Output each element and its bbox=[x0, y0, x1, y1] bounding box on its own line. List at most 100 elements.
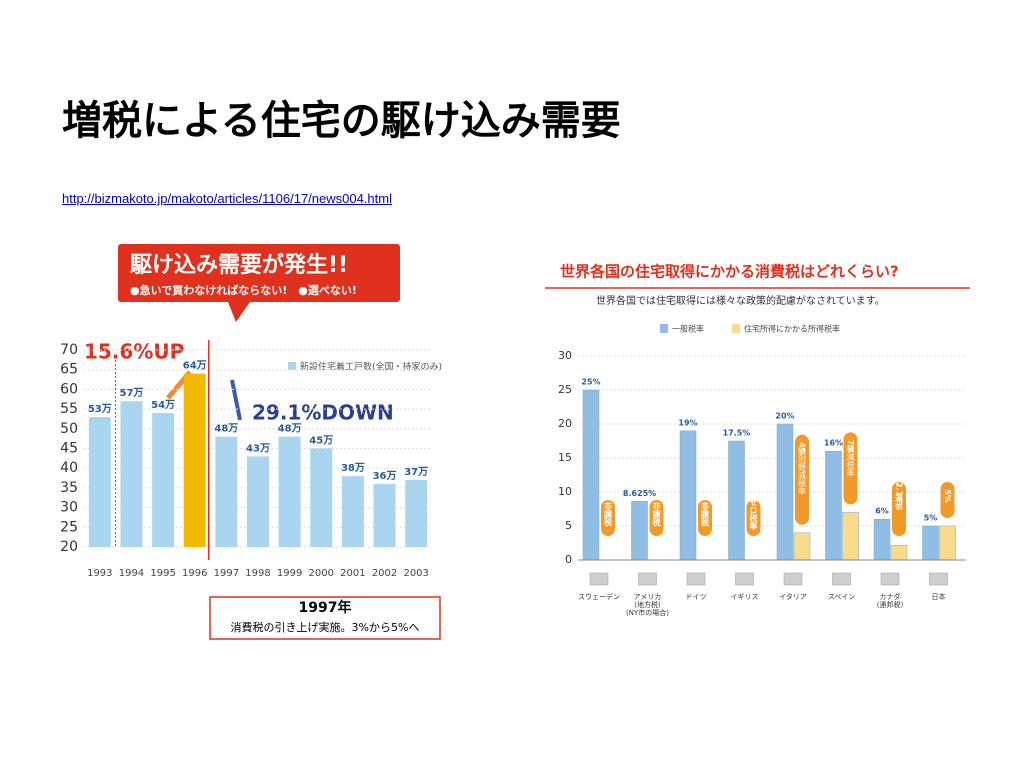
tag-label: 還付 bbox=[895, 493, 904, 511]
y-tick-label: 60 bbox=[60, 381, 78, 397]
bar bbox=[922, 525, 939, 561]
tag-label: 特別軽減税率 bbox=[798, 446, 807, 496]
flag bbox=[929, 572, 948, 586]
callout-pointer bbox=[228, 302, 250, 322]
y-tick-label: 30 bbox=[558, 349, 572, 362]
bar bbox=[341, 476, 364, 547]
chart-subtitle: ●急いで買わなければならない! ●選べない! bbox=[130, 283, 357, 297]
x-tick-label: 2002 bbox=[372, 568, 397, 579]
value-label: 37万 bbox=[404, 466, 428, 478]
flag bbox=[735, 572, 754, 586]
x-tick-label: 1997 bbox=[214, 568, 239, 579]
value-label: 54万 bbox=[151, 399, 175, 411]
value-label: 6% bbox=[875, 507, 889, 516]
value-label: 19% bbox=[678, 418, 697, 427]
bar bbox=[842, 512, 859, 561]
value-label: 16% bbox=[824, 439, 843, 448]
flag bbox=[832, 572, 851, 586]
bar bbox=[631, 501, 648, 561]
bar bbox=[939, 525, 956, 561]
annotation: 15.6%UP bbox=[84, 340, 184, 364]
bar bbox=[405, 480, 428, 547]
value-label: 43万 bbox=[246, 442, 270, 454]
legend-label: 住宅所得にかかる所得税率 bbox=[744, 324, 840, 334]
bar bbox=[825, 450, 842, 561]
value-label: 20% bbox=[775, 412, 794, 421]
y-tick-label: 25 bbox=[558, 383, 572, 396]
value-label: 2.16% bbox=[895, 482, 904, 510]
y-tick-label: 15 bbox=[558, 451, 572, 464]
y-tick-label: 45 bbox=[60, 441, 78, 457]
x-tick-label: 1995 bbox=[150, 568, 175, 579]
y-tick-label: 5 bbox=[565, 519, 572, 532]
y-tick-label: 55 bbox=[60, 401, 78, 417]
value-label: 7% bbox=[846, 440, 855, 454]
tag bbox=[843, 432, 858, 505]
value-label: 57万 bbox=[119, 387, 143, 399]
tag bbox=[601, 500, 615, 536]
value-label: 53万 bbox=[88, 403, 112, 415]
slide-title: 増税による住宅の駆け込み需要 bbox=[62, 98, 621, 144]
value-label: 5% bbox=[924, 514, 938, 523]
tag bbox=[746, 500, 761, 536]
legend-swatch bbox=[660, 324, 668, 333]
chart-title: 駆け込み需要が発生!! bbox=[130, 252, 348, 278]
y-tick-label: 20 bbox=[60, 539, 78, 555]
x-tick-label: 1999 bbox=[277, 568, 302, 579]
legend-label: 新設住宅着工戸数(全国・持家のみ) bbox=[300, 361, 442, 373]
y-tick-label: 65 bbox=[60, 362, 78, 378]
y-tick-label: 20 bbox=[558, 417, 572, 430]
value-label: 25% bbox=[581, 378, 600, 387]
bar bbox=[793, 532, 811, 561]
bar bbox=[728, 440, 745, 561]
bar bbox=[873, 518, 891, 561]
x-tick-label: 1994 bbox=[119, 568, 144, 579]
x-tick-label: イギリス bbox=[731, 593, 759, 601]
callout-box bbox=[118, 244, 400, 302]
x-tick-label: 日本 bbox=[932, 592, 946, 601]
value-label: 5% bbox=[943, 489, 952, 503]
value-label: 36万 bbox=[373, 470, 397, 482]
y-tick-label: 35 bbox=[60, 480, 78, 496]
tag bbox=[649, 500, 664, 536]
bar bbox=[776, 423, 794, 561]
value-label: 4% bbox=[798, 442, 807, 456]
tag-label: 軽減税率 bbox=[846, 444, 855, 477]
x-tick-label: カナダ(連邦税) bbox=[877, 592, 904, 609]
value-label: ゼロ税率 bbox=[749, 497, 758, 531]
x-tick-label: アメリカ(地方税) (NY市の場合) bbox=[626, 593, 669, 617]
x-tick-label: 1998 bbox=[245, 568, 270, 579]
bar bbox=[582, 389, 600, 561]
bar bbox=[310, 448, 333, 547]
y-tick-label: 70 bbox=[60, 342, 78, 358]
flag bbox=[686, 572, 706, 586]
chart-title: 世界各国の住宅取得にかかる消費税はどれくらい? bbox=[560, 263, 899, 281]
tag bbox=[892, 482, 906, 536]
value-label: 非課税 bbox=[603, 501, 613, 527]
source-link[interactable]: http://bizmakoto.jp/makoto/articles/1106… bbox=[62, 191, 392, 206]
value-label: 17.5% bbox=[723, 429, 751, 438]
x-tick-label: スウェーデン bbox=[578, 592, 620, 601]
x-tick-label: 2000 bbox=[309, 568, 334, 579]
chart-subtitle: 世界各国では住宅取得には様々な政策的配慮がなされています。 bbox=[596, 294, 885, 307]
bar bbox=[215, 436, 238, 547]
y-tick-label: 10 bbox=[558, 485, 572, 498]
bar bbox=[679, 430, 697, 561]
bar bbox=[890, 545, 908, 561]
x-tick-label: 2003 bbox=[403, 568, 428, 579]
x-tick-label: ドイツ bbox=[686, 593, 707, 601]
legend-swatch bbox=[732, 324, 740, 333]
tag bbox=[940, 482, 955, 518]
y-tick-label: 40 bbox=[60, 460, 78, 476]
x-tick-label: 1996 bbox=[182, 568, 207, 579]
flag bbox=[589, 572, 609, 586]
y-tick-label: 50 bbox=[60, 421, 78, 437]
bar bbox=[278, 436, 301, 547]
flag bbox=[638, 572, 657, 586]
value-label: 非課税 bbox=[700, 501, 710, 527]
value-label: 45万 bbox=[309, 435, 333, 447]
bar bbox=[152, 413, 175, 547]
annotation: 1997年 bbox=[299, 599, 352, 616]
bar bbox=[247, 456, 269, 547]
